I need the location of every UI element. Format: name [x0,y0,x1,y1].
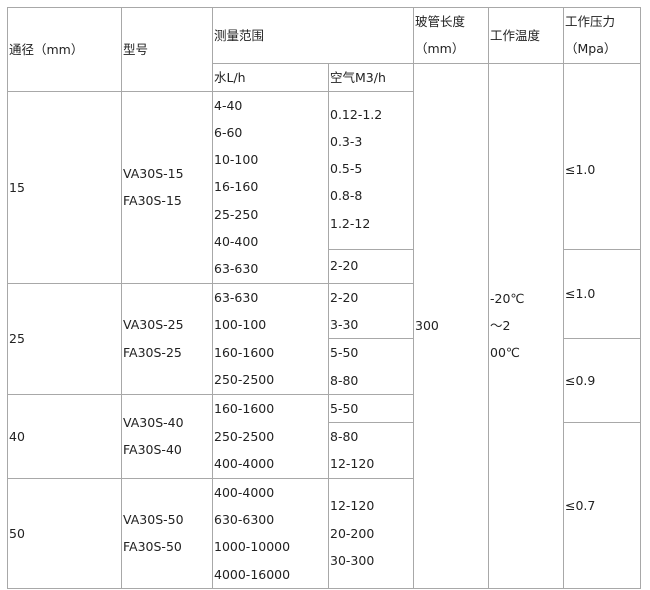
pressure-cell: ≤1.0 [563,248,641,340]
header-diameter: 通径（mm） [7,7,122,92]
header-range: 测量范围 [212,7,414,64]
dn-cell: 15 [7,90,122,284]
dn-cell: 40 [7,393,122,479]
model-cell: VA30S-15 FA30S-15 [121,90,213,284]
temperature-cell: -20℃ ～2 00℃ [488,62,564,589]
spec-table: 通径（mm） 型号 测量范围 玻管长度 （mm） 工作温度 工作压力 （Mpa） 水… [7,7,641,589]
air-range-cell: 5-50 [328,393,414,424]
model-cell: VA30S-25 FA30S-25 [121,282,213,395]
header-tube-length: 玻管长度 （mm） [413,7,489,64]
dn-cell: 25 [7,282,122,395]
pressure-cell: ≤0.7 [563,422,641,589]
water-range-cell: 400-4000 630-6300 1000-10000 4000-16000 [212,477,329,589]
model-cell: VA30S-50 FA30S-50 [121,477,213,589]
water-range-cell: 63-630 100-100 160-1600 250-2500 [212,282,329,395]
air-range-cell: 8-80 12-120 [328,422,414,479]
air-range-cell: 5-50 8-80 [328,338,414,395]
header-temperature: 工作温度 [488,7,564,64]
pressure-cell: ≤0.9 [563,338,641,424]
dn-cell: 50 [7,477,122,589]
pressure-cell: ≤1.0 [563,91,641,250]
model-cell: VA30S-40 FA30S-40 [121,393,213,479]
tube-length-cell: 300 [413,62,489,589]
header-water: 水L/h [212,62,329,92]
header-pressure: 工作压力 （Mpa） [563,7,641,64]
water-range-cell: 160-1600 250-2500 400-4000 [212,393,329,479]
air-range-cell: 2-20 [328,248,414,284]
header-model: 型号 [121,7,213,92]
air-range-cell: 0.12-1.2 0.3-3 0.5-5 0.8-8 1.2-12 [328,90,414,250]
air-range-cell: 2-20 3-30 [328,282,414,340]
air-range-cell: 12-120 20-200 30-300 [328,477,414,589]
water-range-cell: 4-40 6-60 10-100 16-160 25-250 40-400 63-630 [212,90,329,284]
header-air: 空气M3/h [328,62,414,92]
